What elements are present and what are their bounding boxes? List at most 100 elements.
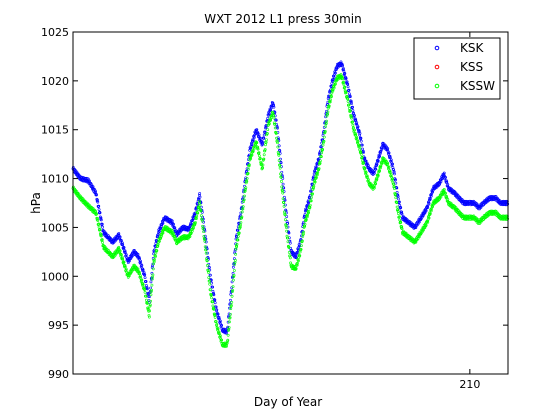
kssw-point — [324, 125, 328, 128]
kssw-point — [273, 122, 277, 126]
kssw-point — [267, 122, 271, 126]
kssw-point — [426, 220, 430, 224]
kssw-point — [308, 203, 312, 207]
ksk-point — [231, 265, 235, 269]
kssw-point — [228, 316, 232, 320]
kssw-point — [361, 159, 364, 163]
kssw-point — [148, 304, 152, 308]
kssw-point — [279, 172, 282, 176]
legend-entries: KSK KSS KSSW — [434, 41, 495, 93]
ksk-point — [386, 147, 390, 150]
legend-label: KSS — [460, 60, 483, 74]
kssw-point — [312, 184, 316, 188]
kssw-point — [230, 301, 234, 304]
ksk-point — [287, 231, 291, 235]
kssw-point — [149, 290, 153, 293]
kssw-point — [231, 285, 235, 289]
ksk-point — [212, 291, 215, 295]
ksk-point — [389, 158, 393, 162]
kssw-point — [212, 308, 216, 311]
kssw-point — [246, 171, 250, 175]
kssw-point — [310, 195, 313, 199]
ksk-point — [414, 226, 418, 230]
kssw-point — [399, 221, 403, 224]
kssw-point — [206, 269, 210, 273]
ksk-point — [126, 261, 130, 265]
kssw-point — [265, 133, 269, 137]
kssw-point — [322, 135, 326, 139]
kssw-point — [188, 235, 192, 238]
kssw-point — [389, 173, 393, 176]
ksk-point — [122, 246, 126, 249]
kssw-point — [427, 216, 431, 220]
kssw-point — [264, 143, 267, 147]
ksk-point — [394, 178, 397, 182]
ksk-point — [348, 95, 352, 99]
ksk-point — [315, 166, 318, 170]
ksk-point — [90, 183, 94, 187]
kssw-point — [95, 212, 98, 216]
y-tick-label: 990 — [48, 368, 69, 381]
kssw-point — [155, 249, 159, 253]
ksk-point — [262, 133, 266, 137]
y-axis-ticks: 990 995 1000 1005 1010 1015 1020 1025 — [41, 26, 508, 381]
ksk-point — [97, 204, 101, 208]
kssw-point — [200, 219, 204, 223]
ksk-point — [123, 251, 127, 254]
kssw-point — [303, 222, 307, 226]
kssw-point — [352, 126, 355, 130]
ksk-point — [198, 195, 202, 199]
kssw-point — [326, 110, 330, 114]
kssw-point — [233, 258, 237, 262]
kssw-point — [264, 140, 268, 144]
ksk-point — [148, 295, 152, 298]
ksk-point — [143, 276, 147, 280]
kssw-point — [194, 221, 197, 224]
ksk-point — [380, 147, 384, 151]
ksk-point — [213, 301, 217, 305]
ksk-point — [258, 136, 262, 140]
ksk-point — [428, 197, 432, 201]
ksk-point — [331, 79, 335, 83]
kssw-point — [161, 231, 165, 235]
kssw-point — [350, 116, 353, 120]
kssw-point — [442, 189, 446, 193]
ksk-point — [375, 163, 379, 166]
kssw-point — [150, 288, 154, 292]
kssw-point — [172, 231, 175, 235]
kssw-point — [388, 170, 392, 174]
kssw-point — [393, 187, 396, 190]
kssw-point — [397, 212, 400, 215]
kssw-point — [319, 155, 323, 159]
kssw-point — [256, 145, 260, 149]
ksk-point — [424, 209, 428, 212]
ksk-point — [282, 186, 286, 190]
kssw-point — [417, 235, 421, 239]
kssw-point — [313, 180, 317, 184]
ksk-point — [147, 295, 151, 298]
kssw-point — [226, 338, 230, 342]
ksk-point — [145, 287, 149, 291]
kssw-point — [286, 240, 290, 244]
kssw-point — [137, 270, 141, 274]
ksk-point — [267, 112, 271, 116]
kssw-point — [227, 326, 231, 329]
ksk-point — [269, 108, 273, 112]
kssw-point — [281, 197, 285, 201]
ksk-point — [98, 211, 102, 215]
kssw-point — [395, 201, 399, 205]
kssw-point — [341, 77, 345, 81]
ksk-point — [444, 175, 447, 179]
kssw-point — [217, 332, 221, 336]
kssw-point — [265, 132, 269, 135]
ksk-point — [147, 299, 151, 303]
kssw-point — [245, 180, 249, 183]
ksk-point — [346, 82, 350, 86]
ksk-point — [261, 140, 265, 144]
kssw-point — [380, 162, 384, 166]
kssw-point — [141, 283, 145, 287]
ksk-point — [207, 265, 211, 269]
kssw-point — [230, 304, 233, 307]
kssw-point — [331, 89, 335, 93]
